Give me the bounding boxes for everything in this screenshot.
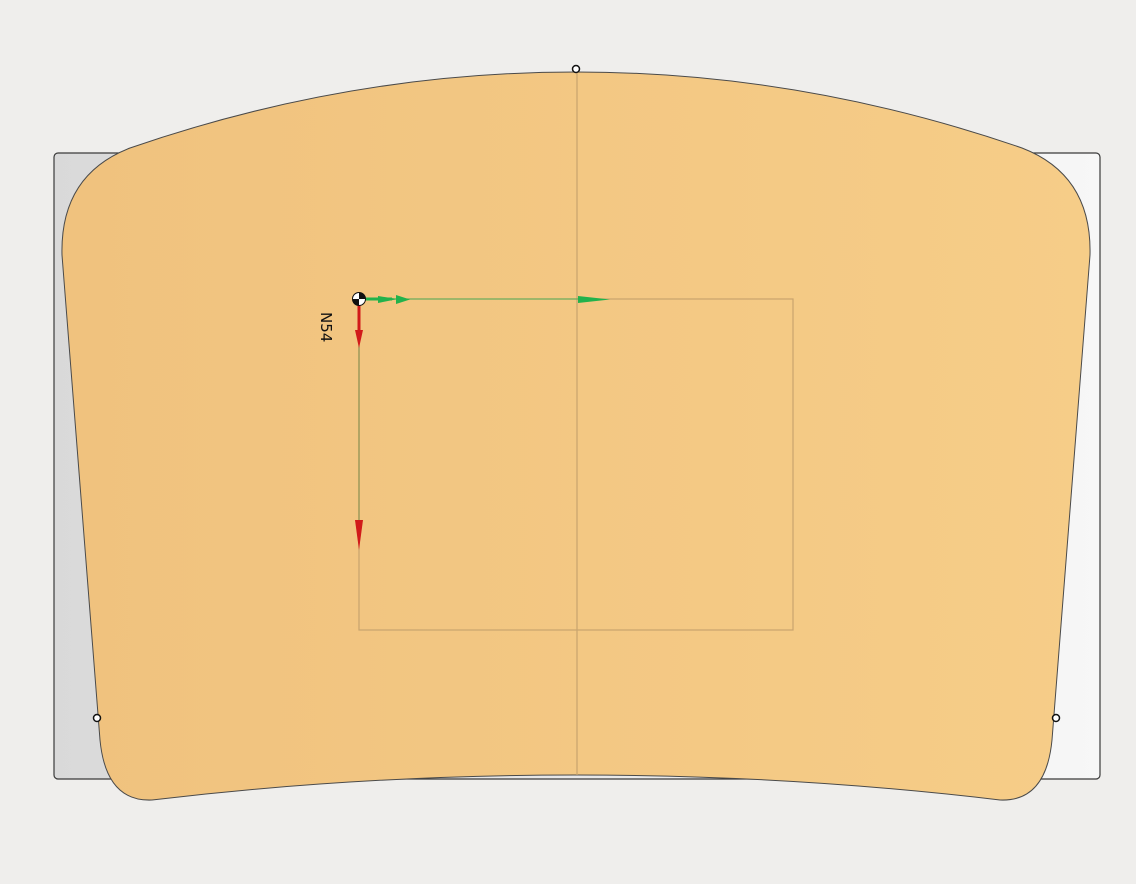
origin-label: N54 [317, 312, 335, 342]
hole-circle-icon[interactable] [92, 713, 102, 723]
origin-checker-icon[interactable] [352, 292, 366, 306]
x-axis-arrow-tip [396, 295, 410, 304]
hole-circle-icon[interactable] [571, 64, 581, 74]
y-axis-arrow-far [355, 520, 363, 550]
x-axis-arrow-far [578, 296, 610, 303]
hole-circle-icon[interactable] [1051, 713, 1061, 723]
y-axis-arrow-near [355, 330, 363, 348]
part-outline[interactable] [61, 71, 1091, 801]
